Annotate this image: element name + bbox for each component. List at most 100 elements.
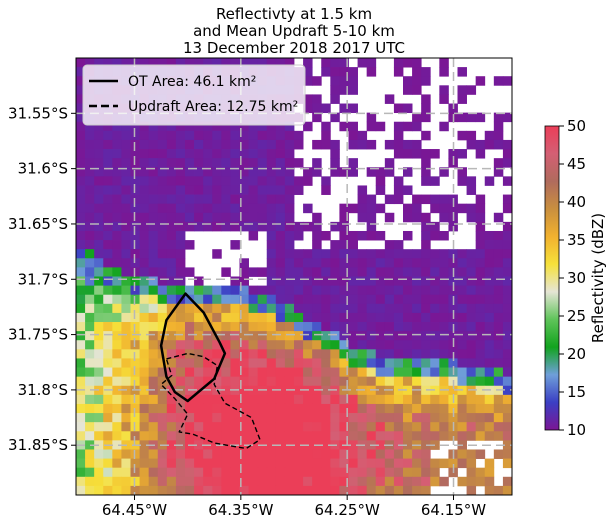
reflectivity-cell bbox=[148, 303, 159, 314]
reflectivity-cell bbox=[103, 303, 113, 314]
reflectivity-cell bbox=[393, 476, 404, 487]
reflectivity-cell bbox=[85, 194, 95, 205]
reflectivity-cell bbox=[312, 367, 322, 378]
reflectivity-cell bbox=[203, 403, 213, 414]
reflectivity-cell bbox=[85, 458, 95, 469]
reflectivity-cell bbox=[257, 331, 268, 341]
reflectivity-cell bbox=[221, 413, 231, 423]
reflectivity-cell bbox=[375, 413, 386, 423]
reflectivity-cell bbox=[194, 294, 204, 305]
reflectivity-cell bbox=[185, 358, 195, 368]
reflectivity-cell bbox=[321, 258, 331, 268]
reflectivity-cell bbox=[139, 322, 150, 332]
reflectivity-cell bbox=[475, 422, 486, 432]
reflectivity-cell bbox=[257, 322, 268, 332]
reflectivity-cell bbox=[484, 358, 495, 368]
reflectivity-cell bbox=[502, 230, 512, 241]
reflectivity-cell bbox=[103, 230, 113, 241]
reflectivity-cell bbox=[502, 249, 512, 259]
reflectivity-cell bbox=[121, 158, 131, 168]
reflectivity-cell bbox=[175, 203, 186, 214]
reflectivity-cell bbox=[85, 394, 95, 405]
reflectivity-cell bbox=[230, 349, 240, 359]
reflectivity-cell bbox=[321, 185, 331, 195]
reflectivity-cell bbox=[484, 376, 495, 387]
reflectivity-cell bbox=[203, 194, 213, 205]
reflectivity-cell bbox=[130, 267, 140, 277]
reflectivity-cell bbox=[148, 121, 159, 132]
reflectivity-cell bbox=[175, 422, 186, 432]
reflectivity-cell bbox=[484, 485, 495, 495]
reflectivity-cell bbox=[139, 440, 150, 450]
reflectivity-cell bbox=[312, 249, 322, 259]
reflectivity-cell bbox=[266, 431, 277, 441]
reflectivity-cell bbox=[121, 449, 131, 459]
reflectivity-cell bbox=[85, 485, 95, 495]
reflectivity-cell bbox=[76, 130, 86, 141]
reflectivity-cell bbox=[412, 349, 422, 359]
reflectivity-cell bbox=[294, 440, 304, 450]
reflectivity-cell bbox=[348, 230, 358, 241]
reflectivity-cell bbox=[330, 294, 340, 305]
reflectivity-cell bbox=[321, 103, 331, 114]
reflectivity-cell bbox=[175, 230, 186, 241]
reflectivity-cell bbox=[94, 376, 104, 387]
reflectivity-cell bbox=[112, 221, 122, 232]
y-tick-label: 31.85°S bbox=[8, 436, 68, 454]
reflectivity-cell bbox=[157, 240, 168, 250]
reflectivity-cell bbox=[466, 476, 477, 487]
reflectivity-cell bbox=[284, 230, 295, 241]
reflectivity-cell bbox=[85, 276, 95, 287]
reflectivity-cell bbox=[112, 331, 122, 341]
reflectivity-cell bbox=[194, 139, 204, 150]
reflectivity-cell bbox=[330, 476, 340, 487]
reflectivity-cell bbox=[94, 267, 104, 277]
reflectivity-cell bbox=[357, 340, 368, 350]
reflectivity-cell bbox=[112, 440, 122, 450]
reflectivity-cell bbox=[166, 431, 177, 441]
reflectivity-cell bbox=[257, 413, 268, 423]
reflectivity-cell bbox=[330, 249, 340, 259]
reflectivity-cell bbox=[94, 258, 104, 268]
reflectivity-cell bbox=[266, 194, 277, 205]
reflectivity-cell bbox=[502, 422, 512, 432]
reflectivity-cell bbox=[312, 276, 322, 287]
reflectivity-cell bbox=[502, 476, 512, 487]
reflectivity-cell bbox=[239, 476, 249, 487]
reflectivity-cell bbox=[94, 149, 104, 159]
reflectivity-cell bbox=[339, 285, 349, 296]
reflectivity-cell bbox=[121, 176, 131, 186]
reflectivity-cell bbox=[112, 212, 122, 223]
reflectivity-cell bbox=[330, 422, 340, 432]
reflectivity-cell bbox=[85, 230, 95, 241]
reflectivity-cell bbox=[185, 185, 195, 195]
reflectivity-cell bbox=[148, 358, 159, 368]
reflectivity-cell bbox=[121, 276, 131, 287]
reflectivity-cell bbox=[175, 212, 186, 223]
reflectivity-cell bbox=[284, 285, 295, 296]
reflectivity-cell bbox=[348, 376, 358, 387]
reflectivity-cell bbox=[330, 112, 340, 123]
reflectivity-cell bbox=[148, 449, 159, 459]
reflectivity-cell bbox=[139, 422, 150, 432]
reflectivity-cell bbox=[339, 267, 349, 277]
reflectivity-cell bbox=[94, 367, 104, 378]
reflectivity-cell bbox=[330, 85, 340, 95]
reflectivity-cell bbox=[257, 367, 268, 378]
reflectivity-cell bbox=[384, 240, 395, 250]
reflectivity-cell bbox=[357, 194, 368, 205]
reflectivity-cell bbox=[366, 394, 377, 405]
reflectivity-cell bbox=[257, 139, 268, 150]
reflectivity-cell bbox=[148, 185, 159, 195]
reflectivity-cell bbox=[239, 394, 249, 405]
reflectivity-cell bbox=[103, 294, 113, 305]
reflectivity-cell bbox=[257, 376, 268, 387]
reflectivity-cell bbox=[457, 449, 467, 459]
reflectivity-cell bbox=[384, 139, 395, 150]
reflectivity-cell bbox=[330, 167, 340, 177]
reflectivity-cell bbox=[194, 485, 204, 495]
reflectivity-cell bbox=[321, 340, 331, 350]
reflectivity-cell bbox=[175, 349, 186, 359]
reflectivity-cell bbox=[148, 340, 159, 350]
reflectivity-cell bbox=[421, 158, 431, 168]
